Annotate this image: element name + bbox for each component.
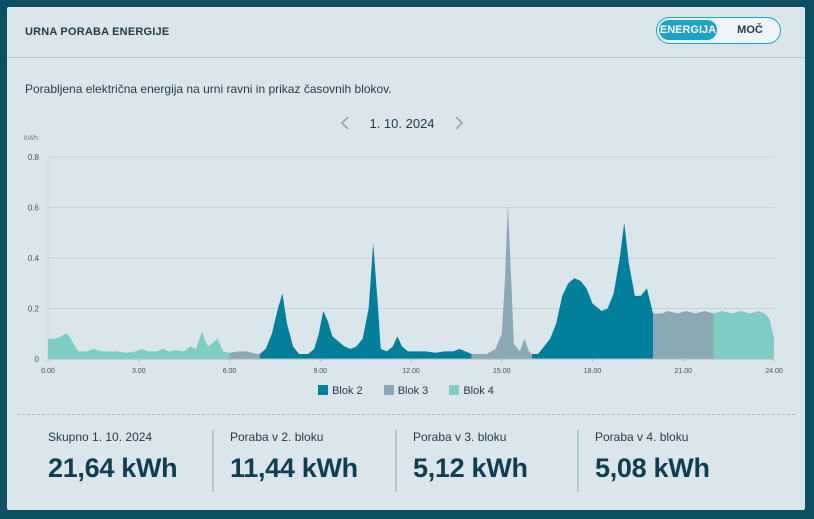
- y-tick-label: 0.4: [28, 254, 40, 263]
- stat-blok4-value: 5,08 kWh: [595, 453, 710, 483]
- stat-separator: [395, 430, 397, 492]
- card-header: URNA PORABA ENERGIJE ENERGIJA MOČ: [7, 7, 805, 58]
- section-divider: [17, 414, 795, 415]
- x-tick-label: 21.00: [674, 368, 692, 375]
- stat-total-value: 21,64 kWh: [48, 453, 178, 483]
- current-date: 1. 10. 2024: [369, 116, 435, 131]
- stat-blok2-label: Poraba v 2. bloku: [230, 430, 324, 444]
- legend-swatch-blok2: [318, 385, 329, 395]
- chevron-left-icon: [340, 116, 349, 130]
- area-segment-blok4-0: [48, 331, 230, 359]
- legend-swatch-blok4: [449, 385, 460, 395]
- chart-description: Porabljena električna energija na urni r…: [25, 82, 392, 96]
- stat-total: Skupno 1. 10. 2024 21,64 kWh: [48, 430, 178, 496]
- toggle-power-button[interactable]: MOČ: [737, 24, 763, 36]
- stat-blok3: Poraba v 3. bloku 5,12 kWh: [413, 430, 528, 496]
- x-tick-label: 24.00: [765, 368, 783, 375]
- stat-blok2: Poraba v 2. bloku 11,44 kWh: [230, 430, 358, 496]
- area-segment-blok3-3: [471, 204, 532, 359]
- stat-separator: [212, 430, 214, 492]
- toggle-energy-button[interactable]: ENERGIJA: [659, 20, 717, 40]
- area-segment-blok3-5: [653, 311, 714, 359]
- stat-blok2-value: 11,44 kWh: [230, 453, 358, 483]
- x-tick-label: 18.00: [584, 368, 602, 375]
- chart-legend: Blok 2 Blok 3 Blok 4: [7, 385, 805, 397]
- legend-swatch-blok3: [383, 385, 394, 395]
- legend-label-blok3: Blok 3: [397, 385, 429, 397]
- y-tick-label: 0.8: [28, 153, 40, 162]
- y-axis-unit-label: kWh: [24, 135, 38, 142]
- legend-item-blok2[interactable]: Blok 2: [318, 385, 363, 397]
- area-segment-blok3-1: [229, 351, 260, 359]
- area-segment-blok4-6: [713, 311, 774, 359]
- x-tick-label: 6.00: [223, 368, 237, 375]
- next-day-button[interactable]: [451, 113, 467, 133]
- legend-label-blok2: Blok 2: [332, 385, 363, 397]
- area-segment-blok2-4: [532, 222, 653, 359]
- energy-card: URNA PORABA ENERGIJE ENERGIJA MOČ Porabl…: [7, 7, 805, 510]
- stat-total-label: Skupno 1. 10. 2024: [48, 430, 153, 444]
- stat-blok3-label: Poraba v 3. bloku: [413, 430, 507, 444]
- x-tick-label: 0.00: [41, 368, 55, 375]
- y-tick-label: 0: [35, 355, 40, 364]
- x-tick-label: 3.00: [132, 368, 146, 375]
- area-segment-blok2-2: [259, 242, 472, 359]
- stat-blok4-label: Poraba v 4. bloku: [595, 430, 689, 444]
- legend-label-blok4: Blok 4: [463, 385, 494, 397]
- y-tick-label: 0.6: [28, 204, 40, 213]
- x-tick-label: 9.00: [313, 368, 327, 375]
- stat-blok3-value: 5,12 kWh: [413, 453, 528, 483]
- date-navigator: 1. 10. 2024: [337, 113, 467, 133]
- x-tick-label: 12.00: [402, 368, 420, 375]
- chevron-right-icon: [455, 116, 464, 130]
- energy-area-chart: kWh 0 0.2 0.4 0.6 0.8 0.00 3.00 6.00 9.00 12.00 15.…: [24, 135, 783, 375]
- legend-item-blok4[interactable]: Blok 4: [449, 385, 494, 397]
- legend-item-blok3[interactable]: Blok 3: [383, 385, 429, 397]
- y-tick-label: 0.2: [28, 305, 40, 314]
- card-title: URNA PORABA ENERGIJE: [25, 26, 170, 38]
- x-tick-label: 15.00: [493, 368, 511, 375]
- energy-power-toggle[interactable]: ENERGIJA MOČ: [656, 17, 781, 44]
- stat-blok4: Poraba v 4. bloku 5,08 kWh: [595, 430, 710, 496]
- previous-day-button[interactable]: [337, 113, 353, 133]
- stat-separator: [577, 430, 579, 492]
